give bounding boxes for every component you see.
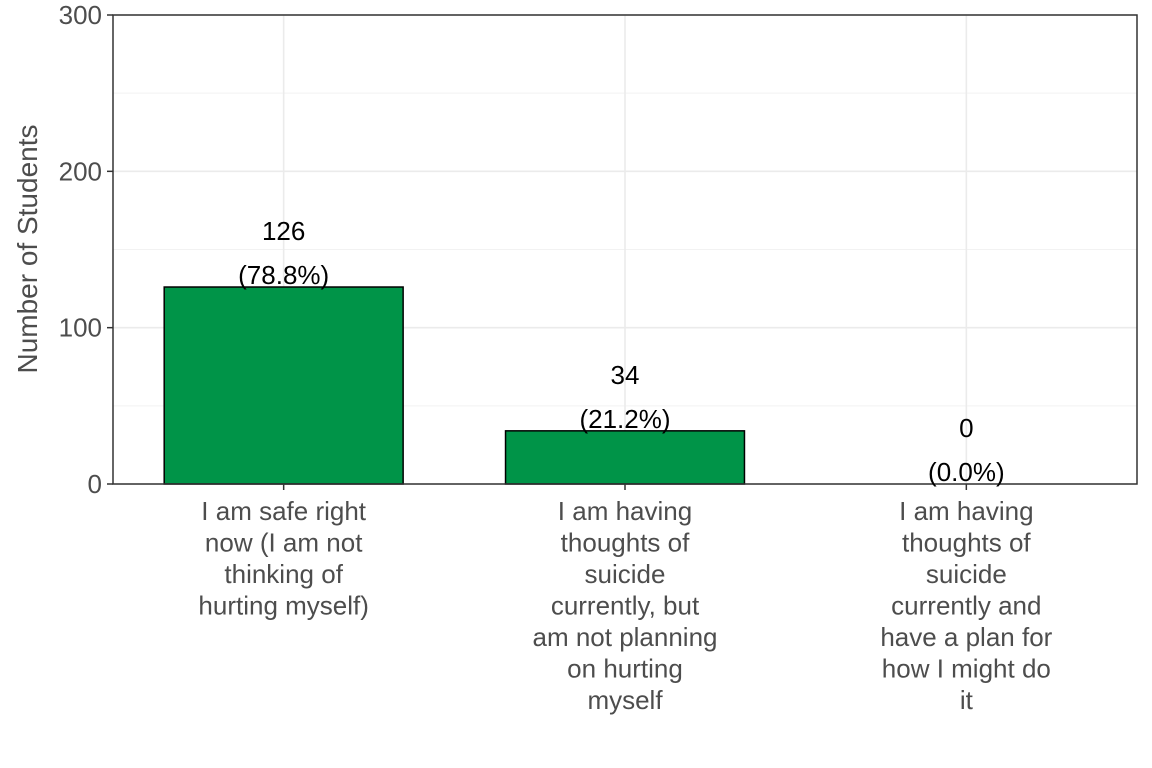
x-tick-label: I am having thoughts of suicide currently a… <box>880 496 1052 715</box>
x-tick-label-line: hurting myself) <box>198 591 369 621</box>
x-tick-label-line: I am safe right <box>201 496 367 526</box>
bar-value-label: 0 <box>959 413 973 443</box>
x-tick-label-line: thoughts of <box>902 528 1031 558</box>
x-axis: I am safe right now (I am not thinking of h… <box>198 484 1053 715</box>
y-tick-label: 0 <box>88 469 102 499</box>
bar-percent-label: (21.2%) <box>579 404 670 434</box>
bar-percent-label: (78.8%) <box>238 260 329 290</box>
x-tick-label-line: I am having <box>899 496 1033 526</box>
x-tick-label-line: currently and <box>891 591 1041 621</box>
bar <box>504 430 746 485</box>
x-tick-label-line: suicide <box>585 559 666 589</box>
y-tick-label: 200 <box>59 156 102 186</box>
x-tick-label-line: have a plan for <box>880 622 1052 652</box>
x-tick-label-line: now (I am not <box>205 528 363 558</box>
x-tick-label: I am safe right now (I am not thinking of h… <box>198 496 369 621</box>
x-tick-label-line: thinking of <box>224 559 343 589</box>
x-tick-label-line: suicide <box>926 559 1007 589</box>
bar-value-label: 126 <box>262 216 305 246</box>
y-axis: 0 100 200 300 <box>59 0 113 499</box>
bar-percent-label: (0.0%) <box>928 457 1005 487</box>
bar-labels: 126 (78.8%) 34 (21.2%) 0 (0.0%) <box>238 216 1004 487</box>
bars-layer <box>163 286 746 485</box>
x-tick-label-line: am not planning <box>532 622 717 652</box>
x-tick-label-line: thoughts of <box>561 528 690 558</box>
y-tick-label: 100 <box>59 313 102 343</box>
x-tick-label: I am having thoughts of suicide currently, … <box>532 496 717 715</box>
bar <box>163 286 404 485</box>
x-tick-label-line: it <box>960 685 974 715</box>
x-tick-label-line: on hurting <box>567 654 683 684</box>
x-tick-label-line: currently, but <box>551 591 700 621</box>
y-tick-label: 300 <box>59 0 102 30</box>
x-tick-label-line: I am having <box>558 496 692 526</box>
x-tick-label-line: how I might do <box>882 654 1051 684</box>
x-tick-label-line: myself <box>587 685 663 715</box>
bar-value-label: 34 <box>611 360 640 390</box>
y-axis-title: Number of Students <box>12 124 43 373</box>
